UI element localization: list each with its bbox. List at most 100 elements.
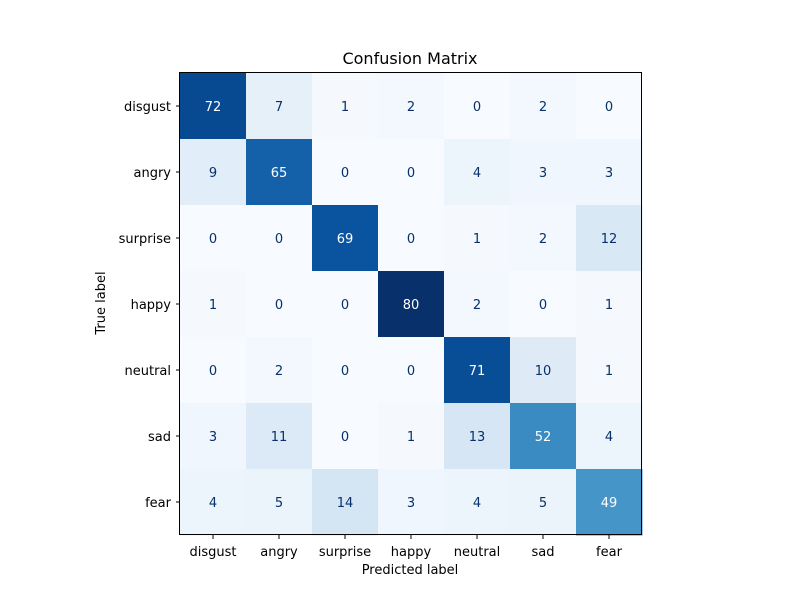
heatmap-cell xyxy=(246,271,313,338)
heatmap-cell-value: 13 xyxy=(469,430,486,445)
heatmap-cell-value: 0 xyxy=(407,364,415,379)
y-axis-ticks: disgust angry surprise happy neutral sad fear xyxy=(119,100,180,511)
heatmap-cell xyxy=(576,469,643,536)
heatmap-cell-value: 0 xyxy=(341,364,349,379)
heatmap-cell xyxy=(576,73,643,140)
heatmap-cell xyxy=(312,271,379,338)
heatmap-cell-value: 80 xyxy=(403,298,420,313)
heatmap-cell-value: 12 xyxy=(601,232,618,247)
heatmap-cell xyxy=(510,271,577,338)
heatmap-cell xyxy=(576,271,643,338)
heatmap-cell xyxy=(510,73,577,140)
x-tick-label: neutral xyxy=(454,545,501,560)
heatmap-cell xyxy=(312,139,379,206)
heatmap-cell-value: 0 xyxy=(341,430,349,445)
heatmap-cell-value: 4 xyxy=(473,166,481,181)
y-axis-label: True label xyxy=(94,271,109,335)
heatmap-cells xyxy=(180,73,643,536)
heatmap-cell-value: 1 xyxy=(209,298,217,313)
heatmap-cell xyxy=(378,205,445,272)
heatmap-cell xyxy=(576,205,643,272)
heatmap-cell-value: 2 xyxy=(539,100,547,115)
heatmap-cell-value: 3 xyxy=(407,496,415,511)
heatmap-cell xyxy=(312,73,379,140)
x-tick-label: happy xyxy=(391,545,432,560)
x-tick-label: sad xyxy=(532,545,555,560)
heatmap-cell-value: 0 xyxy=(605,100,613,115)
heatmap-cell-value: 2 xyxy=(539,232,547,247)
heatmap-cell xyxy=(180,73,247,140)
heatmap-cell-value: 4 xyxy=(605,430,613,445)
heatmap-cell xyxy=(246,469,313,536)
heatmap-cell-labels: 72 7 1 2 0 2 09 65 0 0 4 3 30 0 69 0 1 2 121 0 0 80 2 0 10 2 0 0 71 1… xyxy=(205,100,618,511)
heatmap-cell-value: 1 xyxy=(407,430,415,445)
heatmap-cell xyxy=(576,139,643,206)
heatmap-cell-value: 2 xyxy=(407,100,415,115)
heatmap-cell xyxy=(510,205,577,272)
heatmap-cell xyxy=(180,469,247,536)
heatmap-cell-value: 3 xyxy=(209,430,217,445)
x-axis-ticks: disgust angry surprise happy neutral sad fear xyxy=(190,535,623,560)
y-tick-label: surprise xyxy=(119,232,171,247)
heatmap-cell-value: 14 xyxy=(337,496,354,511)
heatmap-cell-value: 1 xyxy=(473,232,481,247)
heatmap-cell-value: 5 xyxy=(539,496,547,511)
heatmap-cell-value: 0 xyxy=(341,166,349,181)
x-axis-label: Predicted label xyxy=(362,563,459,578)
heatmap-cell xyxy=(246,337,313,404)
y-tick-label: fear xyxy=(145,496,172,511)
heatmap-cell xyxy=(444,403,511,470)
chart-title: Confusion Matrix xyxy=(342,49,477,68)
heatmap-cell-value: 2 xyxy=(473,298,481,313)
heatmap-cell xyxy=(444,205,511,272)
heatmap-cell-value: 0 xyxy=(407,232,415,247)
heatmap-cell xyxy=(576,403,643,470)
heatmap-cell xyxy=(180,205,247,272)
heatmap-cell-value: 0 xyxy=(341,298,349,313)
x-tick-label: disgust xyxy=(190,545,237,560)
heatmap-cell-value: 9 xyxy=(209,166,217,181)
heatmap-cell-value: 5 xyxy=(275,496,283,511)
heatmap-cell-value: 10 xyxy=(535,364,552,379)
heatmap-cell xyxy=(378,139,445,206)
heatmap-cell-value: 4 xyxy=(209,496,217,511)
heatmap-cell-value: 0 xyxy=(407,166,415,181)
heatmap-cell xyxy=(180,271,247,338)
heatmap-cell xyxy=(510,139,577,206)
heatmap-cell xyxy=(576,337,643,404)
heatmap-cell xyxy=(378,469,445,536)
heatmap-cell xyxy=(312,205,379,272)
y-tick-label: disgust xyxy=(124,100,171,115)
heatmap-cell xyxy=(180,139,247,206)
heatmap-cell xyxy=(246,403,313,470)
heatmap-cell-value: 0 xyxy=(209,232,217,247)
heatmap-cell-value: 0 xyxy=(275,232,283,247)
heatmap-cell-value: 69 xyxy=(337,232,354,247)
y-tick-label: angry xyxy=(134,166,172,181)
heatmap-cell-value: 72 xyxy=(205,100,222,115)
heatmap-cell xyxy=(246,205,313,272)
heatmap-cell-value: 3 xyxy=(539,166,547,181)
heatmap-cell xyxy=(444,139,511,206)
heatmap-cell xyxy=(312,469,379,536)
heatmap-cell xyxy=(246,139,313,206)
heatmap-cell-value: 4 xyxy=(473,496,481,511)
heatmap-cell-value: 7 xyxy=(275,100,283,115)
heatmap-cell xyxy=(444,337,511,404)
y-tick-label: neutral xyxy=(125,364,172,379)
heatmap-cell-value: 1 xyxy=(605,298,613,313)
heatmap-cell-value: 71 xyxy=(469,364,486,379)
heatmap-cell-value: 1 xyxy=(341,100,349,115)
x-tick-label: fear xyxy=(596,545,623,560)
heatmap-cell-value: 49 xyxy=(601,496,618,511)
y-tick-label: happy xyxy=(131,298,172,313)
heatmap-cell xyxy=(378,73,445,140)
heatmap-cell-value: 11 xyxy=(271,430,288,445)
heatmap-cell xyxy=(312,403,379,470)
heatmap-cell xyxy=(444,271,511,338)
heatmap-cell xyxy=(378,403,445,470)
heatmap-cell xyxy=(444,73,511,140)
x-tick-label: surprise xyxy=(319,545,371,560)
heatmap-cell xyxy=(510,337,577,404)
